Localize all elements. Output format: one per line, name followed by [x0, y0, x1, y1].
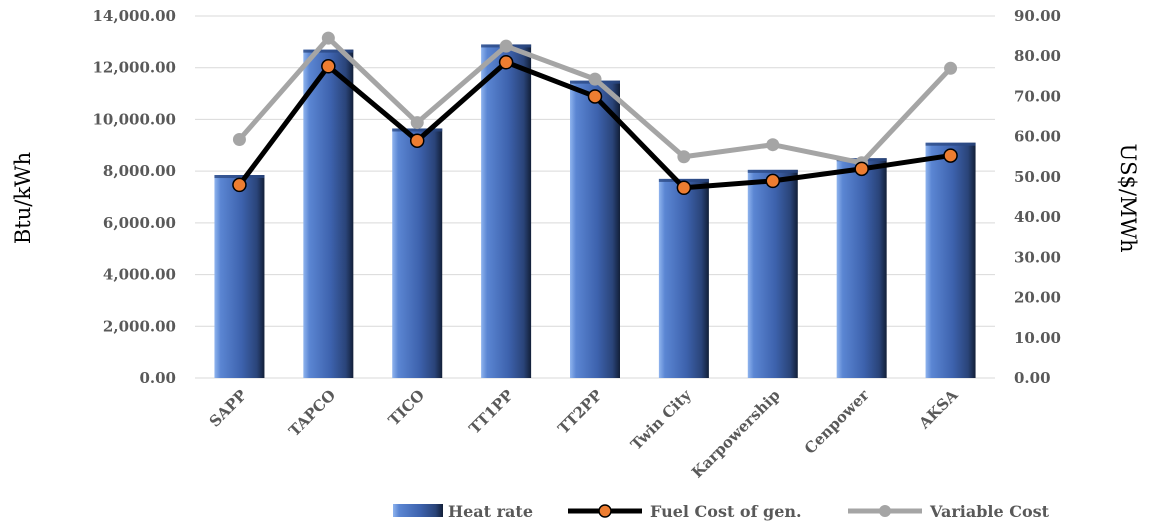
point-variable-cost-tapco: [321, 31, 335, 45]
point-fuel-cost-of-gen-tapco: [321, 59, 336, 74]
y-tick-label: 8,000.00: [103, 162, 176, 180]
legend-label-variable-cost: Variable Cost: [929, 502, 1050, 521]
point-variable-cost-twin-city: [677, 150, 691, 164]
y2-tick-label: 30.00: [1014, 248, 1061, 266]
y2-tick-label: 0.00: [1014, 369, 1051, 387]
y-tick-label: 4,000.00: [103, 266, 176, 284]
point-fuel-cost-of-gen-tt2pp: [587, 89, 603, 104]
y-axis-title: Btu/kWh: [11, 152, 35, 244]
y2-tick-label: 80.00: [1014, 47, 1061, 65]
point-variable-cost-tico: [410, 116, 424, 130]
legend-label-fuel-cost: Fuel Cost of gen.: [650, 502, 802, 521]
legend-item-heat-rate: Heat rate: [393, 502, 533, 521]
right-axis-ticks: 0.00 10.00 20.00 30.00 40.00 50.00 60.00 70.00 8…: [1014, 7, 1061, 387]
y2-tick-label: 20.00: [1014, 289, 1061, 307]
bar-aksa: [925, 142, 976, 378]
x-tick-label: Twin City: [627, 385, 695, 453]
bar-tico: [392, 128, 443, 378]
bar-cenpower: [836, 158, 887, 378]
bar-twin-city: [658, 178, 709, 378]
x-tick-label: TT2PP: [554, 386, 605, 437]
point-fuel-cost-of-gen-tt1pp: [498, 55, 514, 70]
point-fuel-cost-of-gen-tico: [409, 133, 425, 148]
legend-marker-variable-cost: [879, 505, 891, 517]
legend-marker-fuel-cost: [598, 504, 612, 518]
heat-rate-bars: [214, 44, 976, 379]
bar-tt2pp: [570, 80, 620, 379]
point-variable-cost-tt1pp: [499, 39, 513, 53]
bar-karpowership: [747, 169, 798, 378]
category-axis-ticks: SAPP TAPCO TICO TT1PP TT2PP Twin CityKarpower…: [206, 385, 962, 481]
y-tick-label: 10,000.00: [92, 110, 176, 128]
point-variable-cost-sapp: [232, 132, 246, 146]
y2-tick-label: 70.00: [1014, 87, 1061, 105]
legend: Heat rate Fuel Cost of gen. Variable Cos…: [393, 502, 1050, 521]
x-tick-label: TAPCO: [285, 386, 339, 440]
legend-item-variable-cost: Variable Cost: [848, 502, 1050, 521]
bar-tapco: [303, 49, 354, 378]
point-variable-cost-tt2pp: [588, 72, 602, 86]
left-axis-ticks: 0.00 2,000.00 4,000.00 6,000.00 8,000.00 10,0…: [92, 7, 176, 387]
bar-sapp: [214, 175, 265, 378]
x-tick-label: TICO: [385, 386, 428, 429]
y-tick-label: 6,000.00: [103, 214, 176, 232]
y2-axis-title: US$/MWh: [1116, 143, 1140, 252]
legend-item-fuel-cost: Fuel Cost of gen.: [568, 502, 802, 521]
x-tick-label: SAPP: [206, 386, 251, 431]
x-tick-label: AKSA: [915, 386, 962, 433]
point-fuel-cost-of-gen-twin-city: [676, 180, 692, 195]
y2-tick-label: 10.00: [1014, 329, 1061, 347]
y-tick-label: 2,000.00: [103, 317, 176, 335]
x-tick-label: TT1PP: [465, 386, 516, 437]
y2-tick-label: 50.00: [1014, 168, 1061, 186]
x-tick-label: Cenpower: [801, 385, 873, 457]
y-tick-label: 12,000.00: [92, 59, 176, 77]
point-variable-cost-aksa: [944, 61, 958, 75]
legend-label-heat-rate: Heat rate: [448, 502, 533, 521]
y2-tick-label: 40.00: [1014, 208, 1061, 226]
cost-lines: [232, 31, 958, 195]
x-tick-label: Karpowership: [688, 386, 784, 482]
y-tick-label: 14,000.00: [92, 7, 176, 25]
point-fuel-cost-of-gen-karpowership: [765, 173, 781, 189]
point-fuel-cost-of-gen-cenpower: [854, 161, 869, 177]
y2-tick-label: 90.00: [1014, 7, 1061, 25]
y-tick-label: 0.00: [139, 369, 176, 387]
point-fuel-cost-of-gen-sapp: [232, 177, 247, 193]
legend-swatch-heat-rate: [393, 504, 443, 517]
point-variable-cost-karpowership: [766, 138, 780, 152]
point-fuel-cost-of-gen-aksa: [943, 148, 958, 163]
bar-tt1pp: [481, 44, 532, 378]
y2-tick-label: 60.00: [1014, 128, 1061, 146]
